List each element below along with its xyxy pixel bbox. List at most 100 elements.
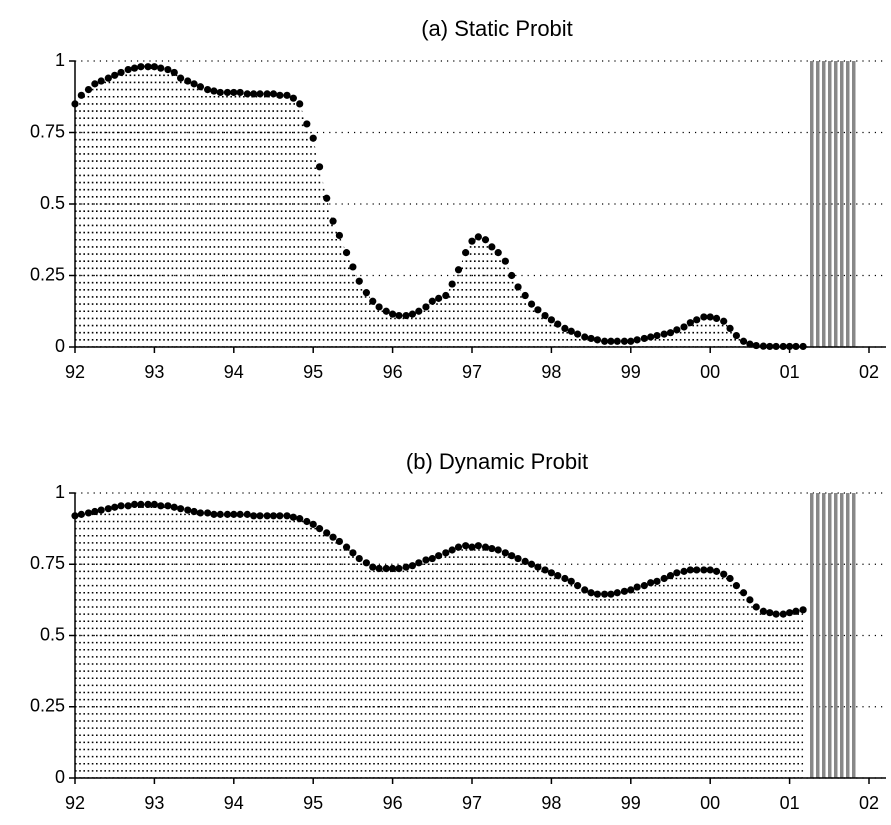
point [746,596,754,604]
point [355,554,363,563]
point [547,316,556,324]
point [382,307,390,315]
point [527,560,536,568]
x-tick-label: 01 [780,793,800,813]
point [766,609,774,617]
point [494,546,502,554]
point [309,520,317,528]
x-tick-label: 96 [383,362,403,382]
point [349,263,357,271]
point [104,74,112,82]
point [574,582,582,590]
point [269,512,278,520]
point [428,554,436,563]
chart-title: (a) Static Probit [421,16,573,41]
point [686,319,694,327]
point [196,509,205,517]
point [77,510,85,518]
y-tick-label: 1 [55,50,65,70]
y-tick-label: 0.25 [30,696,65,716]
point [766,342,774,351]
point [653,577,661,585]
x-tick-label: 92 [65,793,85,813]
point [593,336,602,344]
point [474,233,482,241]
point [732,582,741,590]
y-tick-label: 0.75 [30,121,65,141]
point [581,586,589,594]
x-tick-label: 01 [780,362,800,382]
point [442,291,450,300]
point [329,217,337,225]
point [613,337,621,345]
point [263,90,271,98]
y-tick-label: 1 [55,482,65,502]
point [375,564,383,573]
point [468,543,476,551]
point [382,564,390,573]
point [124,502,132,510]
point [150,500,158,508]
point [640,334,648,343]
point [408,310,417,318]
point [534,563,542,571]
x-tick-label: 93 [144,362,164,382]
point [164,65,172,74]
x-tick-label: 97 [462,362,482,382]
point [184,506,192,514]
point [395,564,403,573]
point [607,590,615,598]
point [157,502,165,510]
point [541,566,549,574]
x-tick-label: 92 [65,362,85,382]
point [752,603,760,611]
point [84,509,93,517]
point [263,512,271,520]
point [680,567,688,575]
point [673,569,681,577]
point [759,342,767,350]
shaded-region [809,61,856,347]
point [647,333,655,341]
point [216,88,224,97]
point [362,559,370,567]
point [653,331,661,340]
point [342,543,351,551]
point [71,512,79,520]
point [408,562,417,570]
x-tick-label: 98 [541,362,561,382]
point [481,543,490,551]
point [501,549,509,557]
point [130,500,139,508]
point [779,342,787,351]
point [111,71,119,79]
point [700,313,708,321]
point [561,574,569,583]
point [190,80,198,88]
point [223,88,232,97]
point [402,311,410,320]
point [210,510,218,518]
point [561,324,569,333]
point [91,80,99,88]
point [600,590,609,598]
point [389,310,397,318]
point [454,266,463,274]
point [91,507,99,516]
y-tick-label: 0.75 [30,553,65,573]
point [514,554,522,563]
point [547,569,556,577]
point [554,320,562,328]
point [541,311,549,320]
point [488,243,496,251]
point [335,231,344,240]
point [97,506,105,514]
point [283,512,291,520]
point [315,163,324,171]
point [726,574,734,583]
point [799,342,807,351]
point [150,63,158,71]
point [620,337,629,345]
point [468,237,476,245]
